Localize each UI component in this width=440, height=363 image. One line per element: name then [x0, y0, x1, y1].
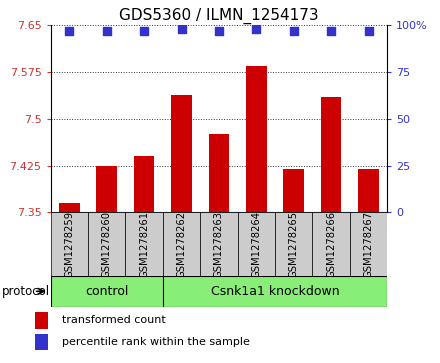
Bar	[321, 97, 341, 212]
Point	[327, 28, 335, 34]
Point	[178, 26, 185, 32]
Point	[290, 28, 297, 34]
Point	[103, 28, 110, 34]
Bar	[134, 156, 154, 212]
Bar	[59, 203, 80, 212]
Bar	[125, 212, 163, 276]
Bar	[88, 212, 125, 276]
Bar	[283, 169, 304, 212]
Bar	[350, 212, 387, 276]
Bar	[246, 66, 267, 212]
Bar	[200, 212, 238, 276]
Point	[66, 28, 73, 34]
Bar	[35, 334, 48, 350]
Text: GSM1278262: GSM1278262	[176, 211, 187, 278]
Title: GDS5360 / ILMN_1254173: GDS5360 / ILMN_1254173	[119, 8, 319, 24]
Text: percentile rank within the sample: percentile rank within the sample	[62, 337, 250, 347]
Text: GSM1278266: GSM1278266	[326, 211, 336, 278]
Bar	[96, 166, 117, 212]
Bar	[163, 212, 200, 276]
Bar	[35, 312, 48, 329]
Bar	[171, 95, 192, 212]
Text: GSM1278259: GSM1278259	[64, 211, 74, 278]
Point	[253, 26, 260, 32]
Text: transformed count: transformed count	[62, 315, 166, 325]
Bar	[275, 212, 312, 276]
Text: GSM1278265: GSM1278265	[289, 211, 299, 278]
Bar	[312, 212, 350, 276]
Bar	[209, 134, 229, 212]
Text: control: control	[85, 285, 128, 298]
Text: GSM1278267: GSM1278267	[363, 211, 374, 278]
Text: GSM1278264: GSM1278264	[251, 211, 261, 278]
Point	[216, 28, 223, 34]
Text: Csnk1a1 knockdown: Csnk1a1 knockdown	[211, 285, 339, 298]
Point	[141, 28, 148, 34]
Point	[365, 28, 372, 34]
Bar	[51, 212, 88, 276]
Text: GSM1278263: GSM1278263	[214, 211, 224, 278]
Bar	[358, 169, 379, 212]
Bar	[238, 212, 275, 276]
Text: GSM1278261: GSM1278261	[139, 211, 149, 278]
Text: GSM1278260: GSM1278260	[102, 211, 112, 278]
Text: protocol: protocol	[2, 285, 50, 298]
